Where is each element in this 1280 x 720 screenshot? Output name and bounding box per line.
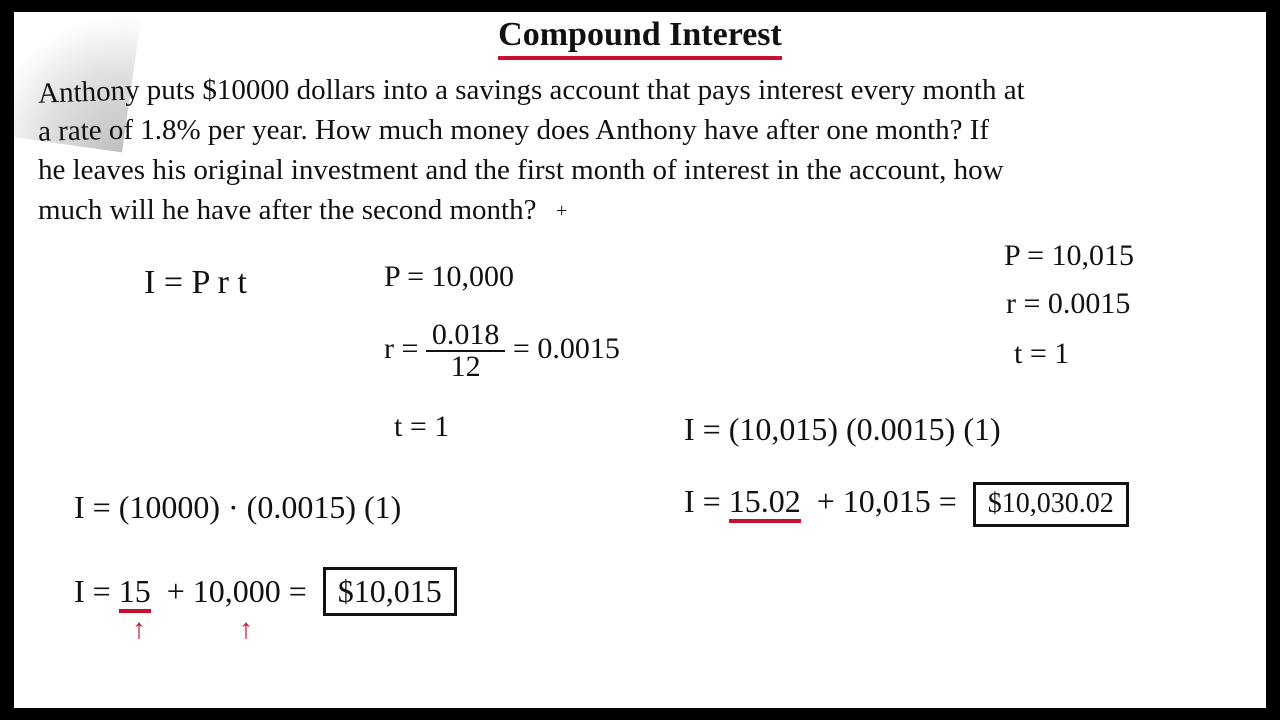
- rate-fraction: 0.018 12: [426, 320, 506, 382]
- res1-I: I =: [74, 573, 111, 609]
- r-equals-frac: r = 0.018 12 = 0.0015: [384, 320, 620, 382]
- frac-denominator: 12: [445, 352, 487, 382]
- page-title: Compound Interest: [498, 16, 782, 60]
- r-equals-00015: r = 0.0015: [1006, 287, 1130, 320]
- content-area: Compound Interest Anthony puts $10000 do…: [14, 12, 1266, 708]
- line3-rest: leaves his original investment and the f…: [73, 154, 1004, 186]
- res1-plus: + 10,000 =: [167, 573, 307, 609]
- calc-month2: I = (10,015) (0.0015) (1): [684, 412, 1001, 447]
- page: Compound Interest Anthony puts $10000 do…: [14, 12, 1266, 708]
- problem-text: Anthony puts $10000 dollars into a savin…: [38, 70, 1242, 230]
- title-row: Compound Interest: [38, 12, 1242, 60]
- res1-15: 15: [119, 573, 151, 613]
- res2-plus: + 10,015 =: [817, 483, 957, 519]
- res2-box: $10,030.02: [973, 482, 1129, 527]
- word-anthony: Anthony: [37, 70, 140, 114]
- t-equals-1: t = 1: [394, 410, 449, 443]
- t-equals-1-b: t = 1: [1014, 337, 1069, 370]
- up-arrow-icon: ↑: [239, 614, 253, 646]
- result-month1: I = 15 + 10,000 = $10,015: [74, 567, 457, 616]
- word-arate: a rate: [38, 110, 102, 151]
- line1-rest: puts $10000 dollars into a savings accou…: [147, 74, 1025, 106]
- p-equals-10000: P = 10,000: [384, 260, 514, 293]
- frac-numerator: 0.018: [426, 320, 506, 352]
- res2-I: I =: [684, 483, 721, 519]
- formula-iprt: I = P r t: [144, 264, 247, 301]
- calc-month1: I = (10000) · (0.0015) (1): [74, 490, 401, 525]
- up-arrow-icon: ↑: [132, 614, 146, 646]
- word-he: he: [38, 150, 66, 190]
- line2-rest: of 1.8% per year. How much money does An…: [109, 114, 989, 146]
- res2-1502: 15.02: [729, 483, 801, 523]
- r-equals-result: = 0.0015: [513, 332, 620, 365]
- line4: much will he have after the second month…: [38, 194, 536, 226]
- result-month2: I = 15.02 + 10,015 = $10,030.02: [684, 482, 1129, 527]
- res1-box: $10,015: [323, 567, 457, 616]
- p-equals-10015: P = 10,015: [1004, 239, 1134, 272]
- text-cursor-icon: +: [556, 200, 567, 223]
- r-equals-label: r =: [384, 332, 418, 365]
